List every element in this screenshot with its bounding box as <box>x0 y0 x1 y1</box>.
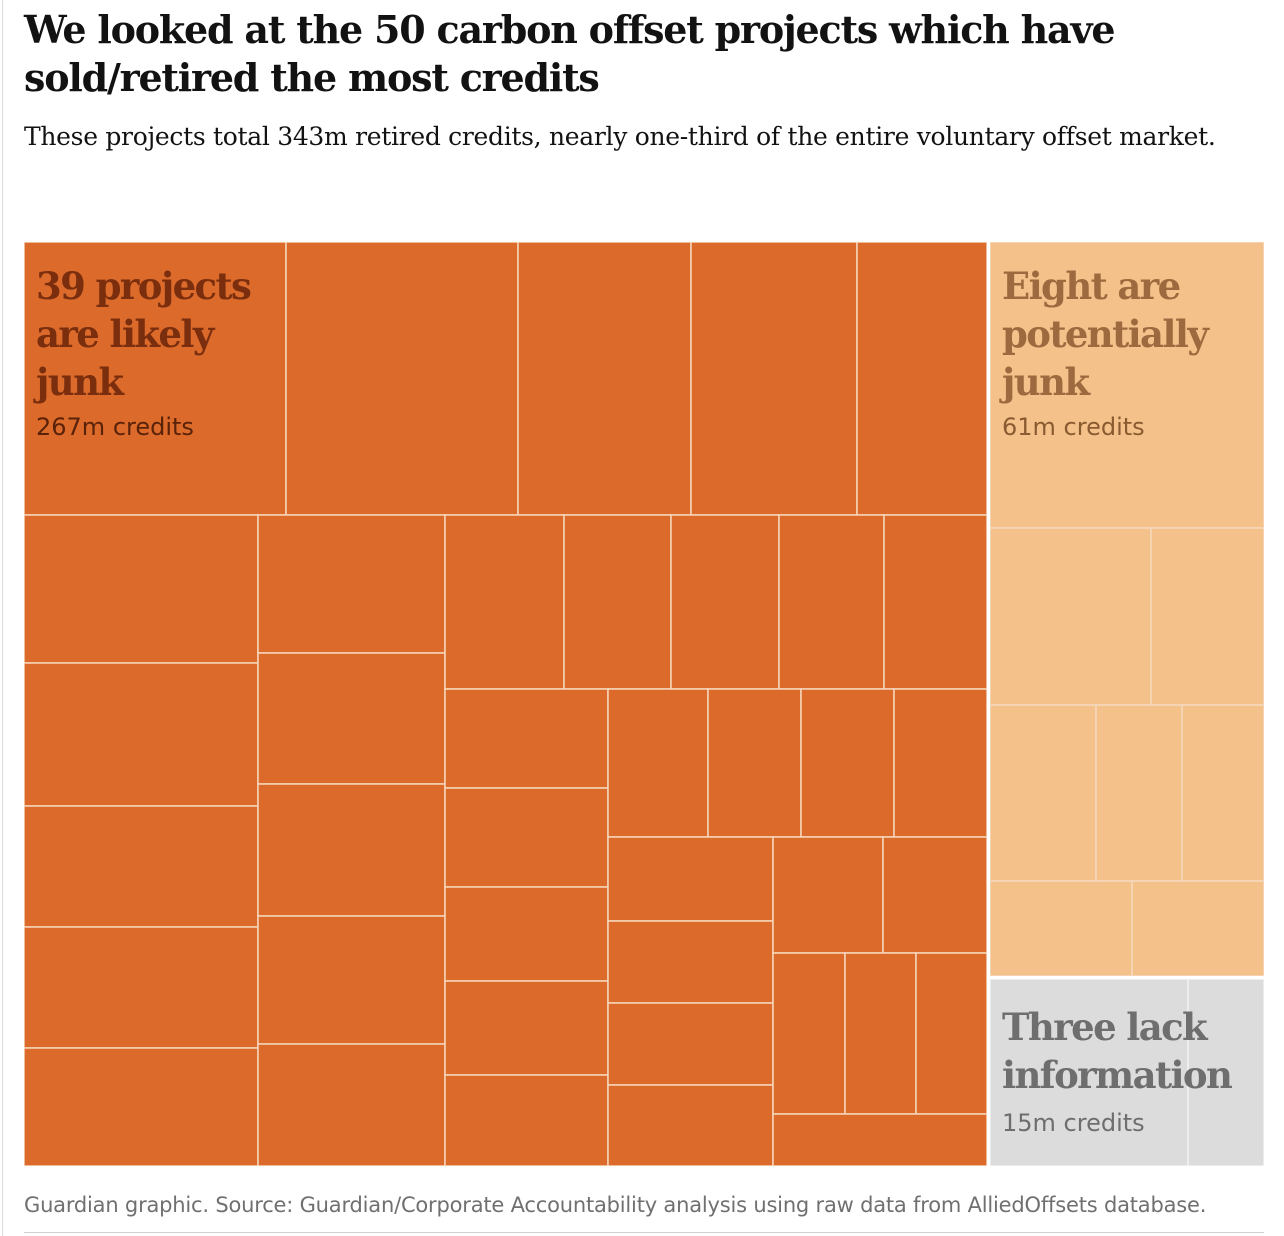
likely-junk-project-tile <box>285 242 519 516</box>
likely-junk-project-tile <box>257 514 446 654</box>
chart-title: We looked at the 50 carbon offset projec… <box>24 7 1116 100</box>
likely-junk-credits: 267m credits <box>36 413 194 441</box>
likely-junk-project-tile <box>883 514 988 690</box>
bottom-rule <box>24 1232 1264 1233</box>
likely-junk-project-tile <box>444 980 609 1076</box>
potentially-junk-label-line1: Eight are <box>1002 264 1181 308</box>
likely-junk-project-tile <box>607 1084 774 1166</box>
likely-junk-project-tile <box>24 926 259 1049</box>
lack-information-label-line1: Three lack <box>1002 1005 1208 1049</box>
likely-junk-project-tile <box>856 242 988 516</box>
lack-information-project-tile <box>1187 978 1264 1166</box>
likely-junk-project-tile <box>517 242 692 516</box>
chart-subtitle: These projects total 343m retired credit… <box>24 122 1216 151</box>
likely-junk-project-tile <box>24 242 287 516</box>
potentially-junk-project-tile <box>989 704 1097 882</box>
lack-information-label-line2: information <box>1002 1053 1233 1097</box>
likely-junk-project-tile <box>772 1113 988 1166</box>
likely-junk-project-tile <box>257 915 446 1045</box>
likely-junk-label-line2: are likely <box>36 312 214 356</box>
potentially-junk-project-tile <box>1181 704 1264 882</box>
lack-information-project-tile <box>989 978 1189 1166</box>
likely-junk-project-tile <box>24 1047 259 1166</box>
likely-junk-project-tile <box>607 836 774 922</box>
likely-junk-project-tile <box>915 952 988 1115</box>
potentially-junk-label: Eight are potentially junk <box>1002 262 1209 406</box>
group-gutter-vertical <box>987 242 990 1166</box>
likely-junk-project-tile <box>444 1074 609 1166</box>
likely-junk-project-tile <box>707 688 802 838</box>
likely-junk-project-tile <box>893 688 988 838</box>
likely-junk-project-tile <box>607 920 774 1004</box>
source-note: Guardian graphic. Source: Guardian/Corpo… <box>24 1193 1207 1217</box>
lack-information-credits: 15m credits <box>1002 1109 1145 1137</box>
frame-left-border <box>2 0 3 1236</box>
potentially-junk-credits: 61m credits <box>1002 413 1145 441</box>
likely-junk-project-tile <box>882 836 988 954</box>
likely-junk-project-tile <box>800 688 895 838</box>
likely-junk-project-tile <box>444 787 609 888</box>
group-gutter-horizontal <box>990 976 1264 979</box>
likely-junk-project-tile <box>24 805 259 928</box>
likely-junk-project-tile <box>690 242 858 516</box>
likely-junk-label-line1: 39 projects <box>36 264 252 308</box>
potentially-junk-project-tile <box>1150 527 1264 706</box>
potentially-junk-project-tile <box>1095 704 1183 882</box>
treemap-chart <box>24 242 1264 1166</box>
potentially-junk-project-tile <box>1131 880 1264 977</box>
potentially-junk-project-tile <box>989 242 1264 529</box>
likely-junk-project-tile <box>844 952 917 1115</box>
likely-junk-project-tile <box>444 514 565 690</box>
likely-junk-project-tile <box>257 652 446 785</box>
likely-junk-project-tile <box>24 662 259 807</box>
likely-junk-project-tile <box>444 886 609 982</box>
likely-junk-project-tile <box>24 514 259 664</box>
lack-information-label: Three lack information <box>1002 1003 1233 1099</box>
potentially-junk-project-tile <box>989 880 1133 977</box>
likely-junk-project-tile <box>563 514 672 690</box>
potentially-junk-label-line3: junk <box>1002 360 1090 404</box>
potentially-junk-label-line2: potentially <box>1002 312 1209 356</box>
likely-junk-project-tile <box>778 514 885 690</box>
likely-junk-project-tile <box>772 836 884 954</box>
potentially-junk-project-tile <box>989 527 1152 706</box>
likely-junk-project-tile <box>670 514 780 690</box>
likely-junk-project-tile <box>607 688 709 838</box>
likely-junk-project-tile <box>257 1043 446 1166</box>
likely-junk-label-line3: junk <box>36 360 124 404</box>
likely-junk-project-tile <box>444 688 609 789</box>
likely-junk-label: 39 projects are likely junk <box>36 262 252 406</box>
likely-junk-project-tile <box>607 1002 774 1086</box>
likely-junk-project-tile <box>257 783 446 917</box>
likely-junk-project-tile <box>772 952 846 1115</box>
